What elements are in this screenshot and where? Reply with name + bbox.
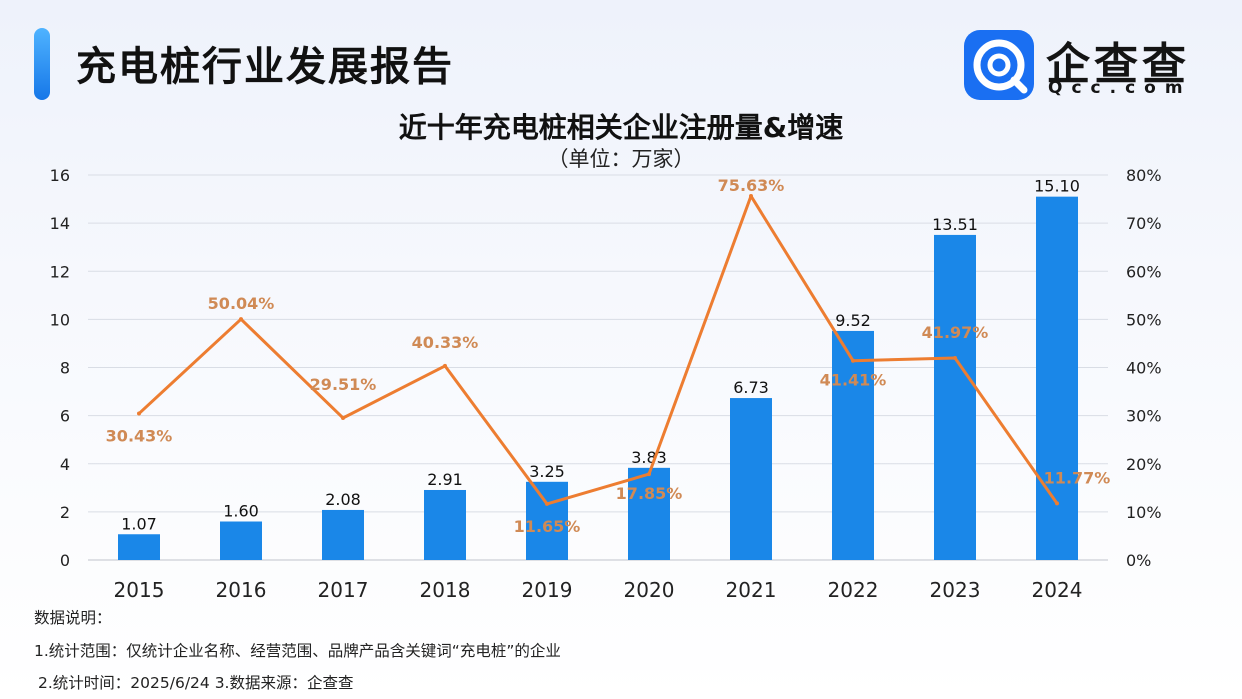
notes-date-source: 2.统计时间：2025/6/24 3.数据来源：企查查 [38,674,354,692]
page-title: 充电桩行业发展报告 [76,44,454,90]
growth-rate-label: 11.65% [514,517,581,536]
bar-value-label: 15.10 [1034,177,1080,196]
growth-rate-point [545,501,549,506]
x-axis-tick-label: 2023 [930,578,981,602]
notes-scope: 1.统计范围：仅统计企业名称、经营范围、品牌产品含关键词“充电桩”的企业 [34,642,561,660]
growth-rate-point [239,317,243,322]
bar [322,509,364,560]
x-axis-tick-label: 2019 [522,578,573,602]
right-axis-tick-label: 60% [1126,262,1162,281]
bar-value-label: 9.52 [835,311,871,330]
bar-value-label: 3.83 [631,448,667,467]
right-axis-tick-label: 70% [1126,214,1162,233]
chart-subtitle: （单位：万家） [547,147,695,171]
growth-rate-label: 41.41% [820,371,887,390]
chart-title: 近十年充电桩相关企业注册量&增速 [398,111,844,144]
bar-value-label: 2.08 [325,490,361,509]
notes-heading: 数据说明： [34,609,112,627]
bar [832,330,874,560]
title-accent-bar [34,28,50,100]
growth-rate-point [341,415,345,420]
bar [220,521,262,560]
bar-value-label: 13.51 [932,215,978,234]
growth-rate-point [137,411,141,416]
qcc-logo-icon [964,30,1034,100]
x-axis-tick-label: 2022 [828,578,879,602]
growth-rate-point [1055,501,1059,506]
growth-rate-point [851,358,855,363]
growth-rate-label: 75.63% [718,176,785,195]
right-axis-tick-label: 0% [1126,551,1151,570]
bar [1036,196,1078,560]
growth-rate-point [647,472,651,477]
bar-value-label: 6.73 [733,378,769,397]
left-axis-tick-label: 2 [60,503,70,522]
right-axis-tick-label: 80% [1126,166,1162,185]
right-axis-tick-label: 40% [1126,359,1162,378]
bar [118,534,160,560]
x-axis-tick-label: 2018 [420,578,471,602]
growth-rate-label: 17.85% [616,484,683,503]
logo-name: 企查查 [1046,39,1190,90]
left-axis-tick-label: 14 [50,214,70,233]
right-axis-tick-label: 10% [1126,503,1162,522]
x-axis-tick-label: 2015 [114,578,165,602]
x-axis-tick-label: 2021 [726,578,777,602]
x-axis-tick-label: 2016 [216,578,267,602]
growth-rate-line [137,194,1059,506]
bar [628,467,670,560]
growth-rate-label: 40.33% [412,333,479,352]
logo-domain: Qcc.com [1048,78,1192,98]
x-axis-tick-label: 2024 [1032,578,1083,602]
growth-rate-point [443,363,447,368]
left-axis-tick-label: 10 [50,310,70,329]
growth-rate-point [953,356,957,361]
bar [424,489,466,560]
right-axis-tick-label: 50% [1126,310,1162,329]
right-axis-tick-label: 30% [1126,407,1162,426]
x-axis-tick-label: 2020 [624,578,675,602]
bar [526,481,568,560]
growth-rate-label: 30.43% [106,427,173,446]
bar-value-label: 3.25 [529,462,565,481]
bar-value-label: 2.91 [427,470,463,489]
growth-rate-label: 50.04% [208,294,275,313]
bar-value-label: 1.60 [223,502,259,521]
growth-rate-point [749,194,753,199]
growth-rate-label: 11.77% [1044,468,1111,487]
bar [934,234,976,560]
left-axis-tick-label: 8 [60,359,70,378]
left-axis-tick-label: 0 [60,551,70,570]
growth-rate-label: 41.97% [922,323,989,342]
left-axis-tick-label: 16 [50,166,70,185]
right-axis-tick-label: 20% [1126,455,1162,474]
bar-value-label: 1.07 [121,514,157,533]
left-axis-tick-label: 4 [60,455,70,474]
growth-rate-label: 29.51% [310,375,377,394]
left-axis-tick-label: 12 [50,262,70,281]
bar [730,398,772,560]
x-axis-tick-label: 2017 [318,578,369,602]
left-axis-tick-label: 6 [60,407,70,426]
